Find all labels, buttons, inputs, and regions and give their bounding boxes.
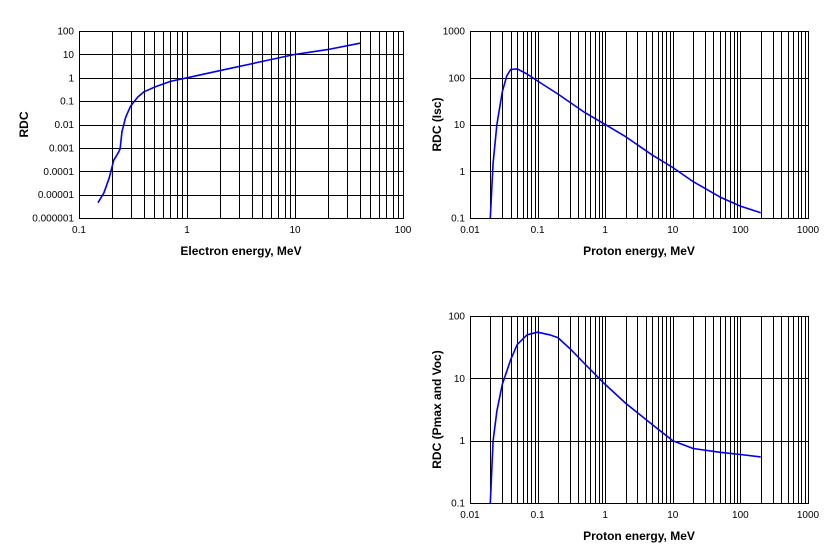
x-axis-title: Proton energy, MeV xyxy=(583,529,695,543)
y-tick-label: 100 xyxy=(448,312,465,323)
y-tick-label: 0.1 xyxy=(60,97,74,108)
x-tick-label: 1 xyxy=(602,225,608,236)
x-tick-label: 1 xyxy=(184,225,190,236)
y-tick-label: 0.01 xyxy=(55,120,75,131)
y-axis-title: RDC xyxy=(17,111,31,137)
y-tick-label: 0.0001 xyxy=(43,167,74,178)
y-tick-label: 0.001 xyxy=(49,143,74,154)
x-tick-label: 0.01 xyxy=(460,510,480,521)
x-tick-label: 0.01 xyxy=(460,225,480,236)
x-tick-label: 10 xyxy=(667,510,679,521)
x-tick-label: 1000 xyxy=(797,510,820,521)
plot-area xyxy=(470,31,809,219)
series-line xyxy=(489,331,761,504)
y-tick-label: 1000 xyxy=(443,27,466,38)
y-tick-label: 0.1 xyxy=(451,499,465,510)
y-tick-label: 1 xyxy=(459,167,465,178)
y-tick-label: 1 xyxy=(459,436,465,447)
x-tick-label: 0.1 xyxy=(72,225,86,236)
x-axis-title: Proton energy, MeV xyxy=(583,244,695,258)
x-tick-label: 10 xyxy=(667,225,679,236)
y-tick-label: 0.000001 xyxy=(32,214,74,225)
chart-1: 0.1 1 10 100 0.000001 0.00001 0.0001 0.001 0.01 0… xyxy=(17,27,412,259)
y-tick-label: 0.1 xyxy=(451,214,465,225)
x-tick-label: 0.1 xyxy=(531,225,545,236)
x-tick-label: 100 xyxy=(732,510,749,521)
series-line xyxy=(97,42,361,204)
y-tick-label: 10 xyxy=(454,374,466,385)
y-tick-label: 1 xyxy=(68,73,74,84)
x-tick-label: 10 xyxy=(289,225,301,236)
x-axis-title: Electron energy, MeV xyxy=(180,244,301,258)
y-axis-title: RDC (Isc) xyxy=(430,97,444,151)
x-tick-label: 0.1 xyxy=(531,510,545,521)
x-tick-label: 1000 xyxy=(797,225,820,236)
series-line xyxy=(489,68,761,219)
x-tick-label: 100 xyxy=(395,225,412,236)
y-tick-label: 100 xyxy=(448,73,465,84)
y-tick-label: 10 xyxy=(63,50,75,61)
plot-area xyxy=(79,31,404,219)
x-tick-label: 1 xyxy=(602,510,608,521)
x-tick-label: 100 xyxy=(732,225,749,236)
y-axis-title: RDC (Pmax and Voc) xyxy=(430,350,444,468)
y-tick-label: 0.00001 xyxy=(38,190,75,201)
y-tick-label: 10 xyxy=(454,120,466,131)
y-tick-label: 100 xyxy=(57,27,74,38)
plot-area xyxy=(470,316,809,504)
